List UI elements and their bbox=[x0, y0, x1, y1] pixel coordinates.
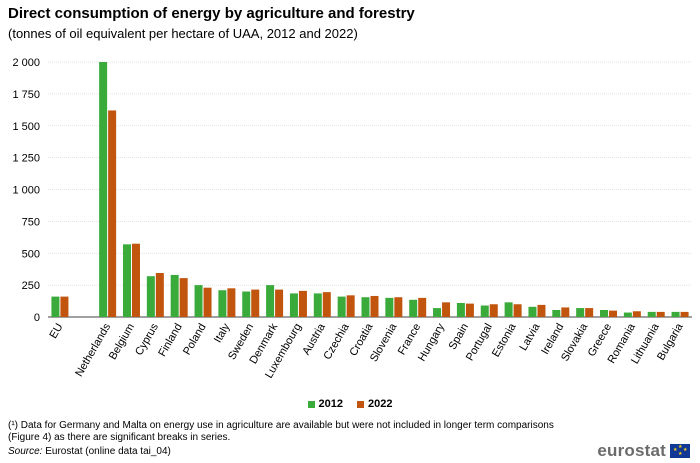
bar-2012-denmark bbox=[266, 285, 275, 317]
y-axis-ticks: 0 250 500 750 1 000 1 250 1 500 1 750 2 000 bbox=[12, 57, 40, 324]
legend-swatch-2022 bbox=[357, 400, 364, 408]
legend-item-2022: 2022 bbox=[357, 398, 392, 410]
bar-2012-cyprus bbox=[146, 276, 155, 317]
legend-swatch-2012 bbox=[307, 400, 315, 408]
bar-2022-sweden bbox=[251, 289, 260, 317]
bar-2012-ireland bbox=[552, 309, 561, 317]
y-tick-label: 1 000 bbox=[12, 185, 40, 197]
bar-2022-cyprus bbox=[155, 273, 164, 317]
bar-2012-greece bbox=[600, 309, 609, 317]
x-tick-label: Netherlands bbox=[73, 321, 113, 379]
bar-2012-luxembourg bbox=[289, 293, 298, 317]
bar-2022-bulgaria bbox=[680, 311, 689, 317]
x-tick-label: Italy bbox=[212, 321, 233, 345]
y-tick-label: 0 bbox=[34, 312, 40, 324]
gridlines bbox=[48, 61, 692, 318]
bar-2012-belgium bbox=[122, 244, 131, 317]
bar-2022-eu bbox=[60, 296, 69, 317]
bar-2012-romania bbox=[623, 312, 632, 317]
bar-2022-lithuania bbox=[656, 311, 665, 317]
x-tick-label: Poland bbox=[181, 322, 209, 358]
bar-2022-czechia bbox=[346, 295, 355, 317]
bars bbox=[51, 62, 689, 317]
footnote: (¹) Data for Germany and Malta on energy… bbox=[8, 420, 554, 443]
source-note: Source: Eurostat (online data tai_04) bbox=[8, 446, 171, 457]
bar-2012-croatia bbox=[361, 297, 370, 317]
bar-2022-slovakia bbox=[585, 308, 594, 317]
bar-2022-latvia bbox=[537, 304, 546, 317]
y-tick-label: 1 500 bbox=[12, 121, 40, 133]
bar-2012-eu bbox=[51, 296, 60, 317]
x-tick-label: EU bbox=[47, 321, 65, 340]
legend: 2012 2022 bbox=[0, 398, 700, 410]
bar-2022-france bbox=[418, 297, 427, 317]
bar-2022-denmark bbox=[275, 289, 284, 317]
x-tick-label: Estonia bbox=[490, 321, 519, 360]
y-tick-label: 2 000 bbox=[12, 57, 40, 69]
bar-2012-netherlands bbox=[99, 62, 108, 317]
bar-2022-italy bbox=[227, 288, 236, 317]
bar-2012-slovenia bbox=[385, 297, 394, 317]
x-tick-label: Latvia bbox=[517, 321, 543, 353]
source-label: Source: bbox=[8, 446, 43, 457]
bar-2022-portugal bbox=[489, 304, 498, 317]
bar-2012-italy bbox=[218, 290, 227, 317]
chart-subtitle: (tonnes of oil equivalent per hectare of… bbox=[8, 26, 358, 41]
eurostat-logo: eurostat ★ ★ ★ ★ bbox=[597, 441, 690, 461]
bar-2012-czechia bbox=[337, 296, 346, 317]
x-tick-label: Spain bbox=[447, 322, 471, 352]
bar-2022-croatia bbox=[370, 295, 379, 317]
bar-2022-spain bbox=[465, 303, 474, 317]
source-text: Eurostat (online data tai_04) bbox=[42, 446, 171, 457]
legend-label-2012: 2012 bbox=[318, 398, 343, 410]
bar-2012-finland bbox=[170, 274, 179, 317]
bar-2022-estonia bbox=[513, 304, 522, 317]
legend-item-2012: 2012 bbox=[307, 398, 343, 410]
bar-2022-romania bbox=[632, 311, 641, 317]
bar-2012-portugal bbox=[480, 305, 489, 317]
bar-2012-lithuania bbox=[647, 311, 656, 317]
legend-label-2022: 2022 bbox=[368, 398, 393, 410]
bar-2022-belgium bbox=[131, 243, 140, 317]
eu-flag-icon: ★ ★ ★ ★ bbox=[670, 444, 690, 458]
y-tick-label: 1 750 bbox=[12, 89, 40, 101]
logo-text: eurostat bbox=[597, 441, 666, 460]
bar-2012-sweden bbox=[242, 291, 251, 317]
bar-2022-finland bbox=[179, 278, 188, 317]
bar-2012-spain bbox=[456, 302, 465, 317]
bar-2022-hungary bbox=[442, 302, 451, 317]
bar-2012-estonia bbox=[504, 302, 513, 317]
bar-2022-luxembourg bbox=[298, 290, 307, 317]
bar-2012-poland bbox=[194, 285, 203, 317]
bar-2012-latvia bbox=[528, 306, 537, 317]
bar-2022-netherlands bbox=[108, 110, 117, 317]
bar-2022-poland bbox=[203, 287, 212, 317]
bar-2022-slovenia bbox=[394, 297, 403, 317]
bar-2022-ireland bbox=[561, 307, 570, 317]
y-tick-label: 250 bbox=[22, 280, 40, 292]
y-tick-label: 500 bbox=[22, 248, 40, 260]
bar-2022-greece bbox=[609, 310, 618, 317]
bar-2012-slovakia bbox=[576, 308, 585, 317]
bar-2012-hungary bbox=[433, 308, 442, 317]
bar-2012-bulgaria bbox=[671, 311, 680, 317]
x-tick-label: Finland bbox=[156, 322, 184, 359]
bar-2012-france bbox=[409, 299, 418, 317]
y-tick-label: 750 bbox=[22, 216, 40, 228]
bar-2022-austria bbox=[322, 292, 331, 317]
chart-title: Direct consumption of energy by agricult… bbox=[8, 5, 415, 22]
bar-2012-austria bbox=[313, 293, 322, 317]
y-tick-label: 1 250 bbox=[12, 153, 40, 165]
bar-chart: 0 250 500 750 1 000 1 250 1 500 1 750 2 000 EU Ne… bbox=[12, 57, 692, 381]
